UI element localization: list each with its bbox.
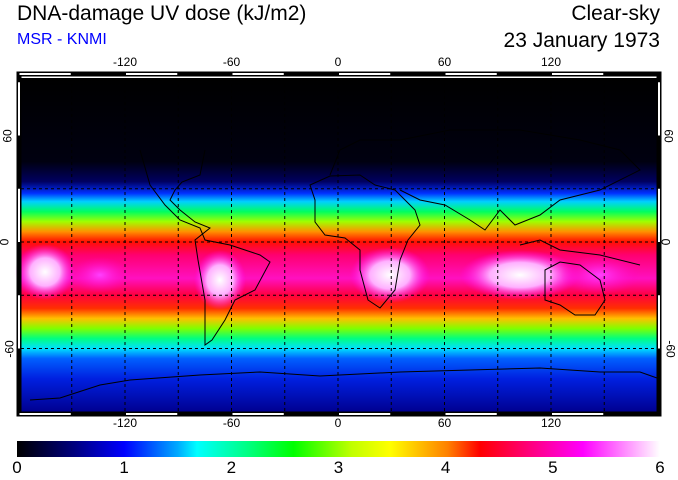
hotspot-indian-ocean [460, 250, 580, 300]
hotspot-pacific [15, 244, 75, 300]
uv-dose-map [15, 71, 662, 417]
lon-tick-label-top: 60 [437, 55, 452, 69]
lon-tick-label-bottom: 0 [334, 416, 342, 430]
colorbar-label: 3 [333, 458, 344, 477]
lat-tick-label-left: -60 [2, 339, 17, 358]
colorbar-label: 2 [226, 458, 237, 477]
lat-tick-label-right: 60 [661, 128, 676, 143]
colorbar [17, 441, 660, 457]
lon-tick-label-top: 120 [540, 55, 562, 69]
frame-ticks [18, 73, 660, 415]
hotspot-pacific-2 [70, 257, 130, 293]
map-source: MSR - KNMI [17, 31, 107, 48]
lat-tick-label-left: 0 [0, 239, 11, 246]
hotspot-africa [350, 247, 430, 303]
colorbar-label: 0 [12, 458, 22, 477]
colorbar-label: 5 [548, 458, 558, 477]
hotspot-australia [560, 255, 640, 295]
coastlines [29, 129, 658, 401]
lon-tick-label-bottom: -60 [222, 416, 241, 430]
uv-field [21, 78, 657, 412]
lon-tick-label-top: -60 [222, 55, 241, 69]
colorbar-label: 6 [655, 458, 665, 477]
lat-tick-label-right: -60 [663, 339, 678, 358]
colorbar-label: 1 [119, 458, 129, 477]
lat-tick-label-right: 0 [658, 238, 673, 246]
lon-tick-label-top: -120 [112, 55, 138, 69]
lon-tick-label-bottom: 120 [540, 416, 562, 430]
map-date: 23 January 1973 [503, 29, 660, 52]
graticule [21, 78, 657, 412]
lon-tick-label-bottom: -120 [112, 416, 138, 430]
lon-tick-label-top: 0 [334, 55, 342, 69]
map-title: DNA-damage UV dose (kJ/m2) [17, 2, 307, 25]
sky-condition: Clear-sky [571, 2, 660, 25]
lat-tick-label-left: 60 [0, 128, 15, 143]
lon-tick-label-bottom: 60 [437, 416, 452, 430]
colorbar-label: 4 [440, 458, 451, 477]
